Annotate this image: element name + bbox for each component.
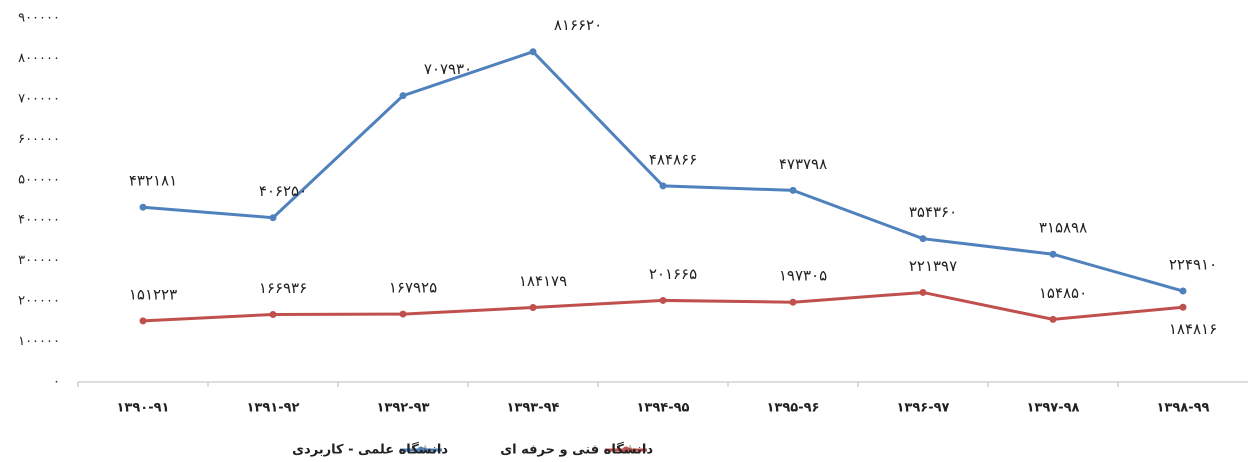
point <box>919 235 927 243</box>
x-tick-label: ۱۳۹۶-۹۷ <box>896 401 949 416</box>
data-label: ۳۱۵۸۹۸ <box>1039 219 1087 237</box>
point <box>1179 287 1187 295</box>
point <box>529 304 537 312</box>
point <box>1179 303 1187 311</box>
data-label: ۷۰۷۹۳۰ <box>424 60 472 78</box>
y-tick-label: ۲۰۰۰۰۰ <box>18 294 60 309</box>
point <box>399 310 407 318</box>
x-tick-label: ۱۳۹۷-۹۸ <box>1026 401 1079 416</box>
y-tick-label: ۱۰۰۰۰۰ <box>18 334 60 349</box>
x-tick-label: ۱۳۹۰-۹۱ <box>116 401 169 416</box>
legend-marker <box>417 446 425 454</box>
data-label: ۴۷۳۷۹۸ <box>779 155 827 173</box>
x-tick-label: ۱۳۹۵-۹۶ <box>766 401 819 416</box>
y-tick-label: ۳۰۰۰۰۰ <box>18 253 60 268</box>
point <box>529 48 537 56</box>
x-tick-label: ۱۳۹۱-۹۲ <box>246 401 299 416</box>
data-label: ۱۵۱۲۲۳ <box>129 285 177 303</box>
y-tick-label: ۵۰۰۰۰۰ <box>18 172 60 187</box>
y-tick-label: ۶۰۰۰۰۰ <box>18 132 60 147</box>
data-label: ۴۸۴۸۶۶ <box>649 150 697 168</box>
data-label: ۲۲۱۳۹۷ <box>909 257 957 275</box>
data-label: ۸۱۶۶۲۰ <box>554 16 602 34</box>
data-label: ۱۶۶۹۳۶ <box>259 279 307 297</box>
point <box>919 288 927 296</box>
data-label: ۲۲۴۹۱۰ <box>1169 256 1217 274</box>
data-label: ۴۰۶۲۵۰ <box>259 182 307 200</box>
legend-label: دانشگاه علمی - کاربردی <box>292 442 448 458</box>
data-label: ۱۵۴۸۵۰ <box>1039 284 1087 302</box>
point <box>789 186 797 194</box>
data-label: ۱۹۷۳۰۵ <box>779 267 827 285</box>
point <box>139 317 147 325</box>
y-tick-label: ۷۰۰۰۰۰ <box>18 91 60 106</box>
y-tick-label: ۰ <box>53 375 60 390</box>
x-tick-label: ۱۳۹۳-۹۴ <box>506 401 559 416</box>
data-label: ۳۵۴۳۶۰ <box>909 203 957 221</box>
point <box>139 203 147 211</box>
y-tick-label: ۹۰۰۰۰۰ <box>18 11 60 26</box>
point <box>1049 315 1057 323</box>
x-tick-label: ۱۳۹۲-۹۳ <box>376 401 429 416</box>
point <box>659 182 667 190</box>
point <box>269 214 277 222</box>
point <box>269 310 277 318</box>
data-label: ۱۸۴۱۷۹ <box>519 272 567 290</box>
data-label: ۱۸۴۸۱۶ <box>1169 320 1217 338</box>
point <box>659 296 667 304</box>
data-label: ۲۰۱۶۶۵ <box>649 265 697 283</box>
y-tick-label: ۴۰۰۰۰۰ <box>18 213 60 228</box>
legend-label: دانشگاه فنی و حرفه ای <box>500 442 653 458</box>
point <box>1049 250 1057 258</box>
x-tick-label: ۱۳۹۴-۹۵ <box>636 401 689 416</box>
x-tick-label: ۱۳۹۸-۹۹ <box>1156 401 1209 416</box>
data-label: ۴۳۲۱۸۱ <box>129 172 177 190</box>
series-line <box>142 49 1184 293</box>
legend-marker <box>622 446 630 454</box>
point <box>789 298 797 306</box>
y-tick-label: ۸۰۰۰۰۰ <box>18 51 60 66</box>
data-label: ۱۶۷۹۲۵ <box>389 279 437 297</box>
point <box>399 92 407 100</box>
